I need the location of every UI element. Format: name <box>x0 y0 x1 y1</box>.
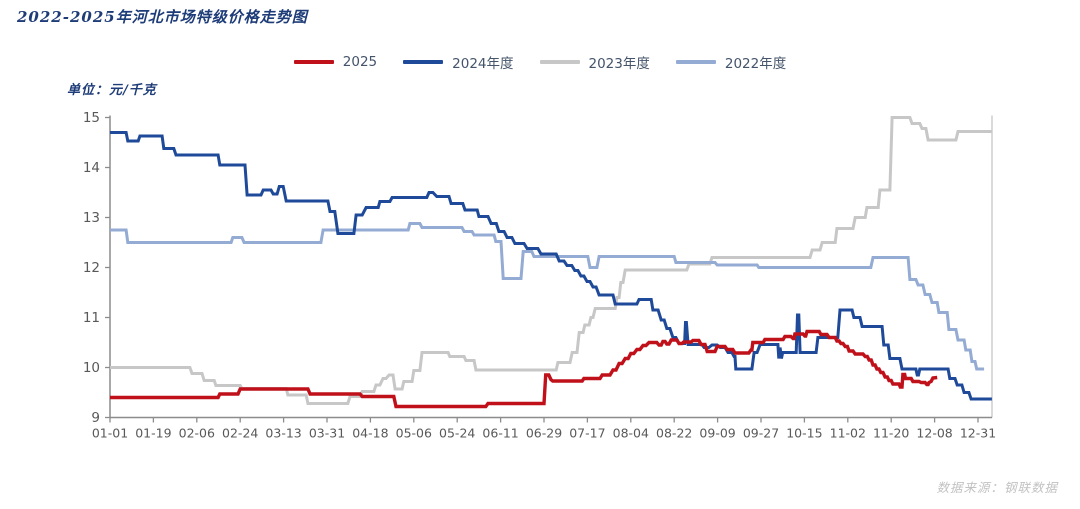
x-tick-label: 12-08 <box>916 426 952 441</box>
x-tick-label: 05-06 <box>396 426 432 441</box>
legend-item-2025: 2025 <box>293 54 378 70</box>
x-tick-label: 09-27 <box>743 426 779 441</box>
x-tick-label: 03-13 <box>265 426 301 441</box>
legend-label-2025: 2025 <box>342 54 378 70</box>
y-tick-label: 9 <box>91 410 100 426</box>
y-tick-label: 11 <box>83 310 100 326</box>
y-tick-label: 13 <box>83 210 100 226</box>
y-tick-label: 14 <box>83 160 100 176</box>
series-line-2022 <box>110 222 985 371</box>
chart-title: 2022-2025年河北市场特级价格走势图 <box>17 8 308 26</box>
chart-legend: 2025 2024年度 2023年度 2022年度 <box>0 52 1080 72</box>
series-line-2024 <box>110 131 992 401</box>
legend-line-swatch-2024 <box>403 60 444 64</box>
legend-item-2022: 2022年度 <box>675 52 787 72</box>
x-tick-label: 08-22 <box>656 426 692 441</box>
x-tick-label: 04-18 <box>352 426 388 441</box>
legend-line-swatch-2025 <box>293 60 334 64</box>
x-tick-label: 05-24 <box>439 426 475 441</box>
y-axis-unit-label: 单位：元/千克 <box>67 83 157 98</box>
x-tick-label: 11-02 <box>830 426 866 441</box>
x-tick-label: 09-09 <box>699 426 735 441</box>
series-line-2025 <box>110 329 938 409</box>
x-tick-label: 01-01 <box>92 426 128 441</box>
x-tick-label: 06-29 <box>526 426 562 441</box>
legend-item-2023: 2023年度 <box>539 52 650 72</box>
x-tick-label: 07-17 <box>569 426 605 441</box>
legend-line-swatch-2022 <box>675 60 716 64</box>
legend-label-2022: 2022年度 <box>724 56 787 72</box>
x-tick-label: 12-31 <box>960 426 996 441</box>
y-tick-label: 15 <box>83 110 100 126</box>
x-tick-label: 11-20 <box>873 426 909 441</box>
x-tick-label: 10-15 <box>786 426 822 441</box>
x-tick-label: 02-24 <box>222 426 258 441</box>
x-tick-label: 02-06 <box>179 426 215 441</box>
legend-line-swatch-2023 <box>539 60 580 64</box>
y-tick-label: 10 <box>83 360 100 376</box>
legend-label-2024: 2024年度 <box>452 56 514 72</box>
legend-label-2023: 2023年度 <box>588 56 650 72</box>
x-tick-label: 08-04 <box>613 426 649 441</box>
x-tick-label: 01-19 <box>135 426 171 441</box>
series-line-2023 <box>110 116 992 405</box>
y-tick-label: 12 <box>83 260 100 276</box>
data-source-label: 数据来源：钢联数据 <box>936 480 1058 495</box>
x-tick-label: 03-31 <box>309 426 345 441</box>
legend-item-2024: 2024年度 <box>403 52 514 72</box>
x-tick-label: 06-11 <box>482 426 518 441</box>
